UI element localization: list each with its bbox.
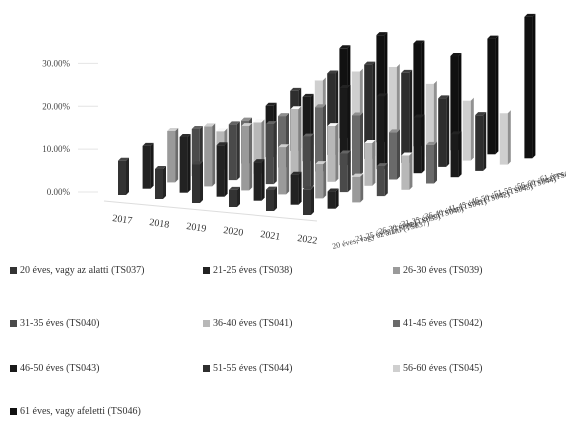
bar <box>499 110 511 165</box>
bar <box>290 171 302 205</box>
legend-label: 51-55 éves (TS044) <box>213 363 293 374</box>
legend-item: 56-60 éves (TS045) <box>393 363 563 375</box>
legend-label: 56-60 éves (TS045) <box>403 363 483 374</box>
bar <box>290 106 302 178</box>
legend-swatch <box>393 365 400 372</box>
bar <box>241 123 253 191</box>
legend-label: 36-40 éves (TS041) <box>213 318 293 329</box>
x-tick-label: 2019 <box>186 221 207 235</box>
legend-label: 41-45 éves (TS042) <box>403 318 483 329</box>
bar <box>302 133 314 189</box>
bar <box>425 80 437 157</box>
bar <box>118 157 129 195</box>
bar <box>192 161 203 203</box>
bar <box>389 129 400 180</box>
legend-item: 36-40 éves (TS041) <box>203 318 373 330</box>
legend-swatch <box>10 320 17 327</box>
bar <box>142 142 154 189</box>
floor-edge <box>103 200 318 222</box>
y-tick-label: 0.00% <box>47 187 71 197</box>
bar <box>364 61 376 159</box>
bar <box>315 161 327 199</box>
bar <box>228 121 240 181</box>
bar <box>401 152 413 190</box>
legend-swatch <box>393 320 400 327</box>
legend-swatch <box>203 320 210 327</box>
bar <box>303 186 314 215</box>
legend-item: 26-30 éves (TS039) <box>393 265 563 277</box>
bar <box>179 133 191 193</box>
bar <box>266 186 277 211</box>
bar <box>450 131 462 178</box>
x-tick-label: 2021 <box>260 229 281 243</box>
bar <box>376 93 388 170</box>
legend-label: 31-35 éves (TS040) <box>20 318 100 329</box>
legend-label: 26-30 éves (TS039) <box>403 265 483 276</box>
bar <box>352 112 363 176</box>
legend-item: 31-35 éves (TS040) <box>10 318 180 330</box>
bar <box>327 188 339 209</box>
bar <box>253 159 265 201</box>
legend-swatch <box>203 365 210 372</box>
bar <box>155 166 166 199</box>
bar <box>167 127 179 183</box>
legend-item: 20 éves, vagy az alatti (TS037) <box>10 265 180 277</box>
x-tick-label: 2018 <box>149 217 170 231</box>
bar <box>376 163 388 197</box>
bar <box>339 85 351 166</box>
legend-label: 46-50 éves (TS043) <box>20 363 100 374</box>
bar <box>401 69 413 163</box>
legend-swatch <box>10 408 17 415</box>
bar <box>278 144 290 195</box>
bar <box>327 123 339 182</box>
bar <box>487 35 499 155</box>
legend-label: 21-25 éves (TS038) <box>213 265 293 276</box>
bar <box>364 139 376 186</box>
legend: 20 éves, vagy az alatti (TS037) 21-25 éve… <box>0 265 566 445</box>
bar <box>204 123 216 187</box>
legend-swatch <box>393 267 400 274</box>
legend-item: 61 éves, vagy afeletti (TS046) <box>10 406 180 418</box>
bar <box>216 142 228 197</box>
plot-area: 0.00% 10.00% 20.00% 30.00% 2017 2018 2019 2020 2… <box>42 13 566 250</box>
x-tick-label: 2017 <box>112 213 133 227</box>
bar <box>475 112 487 171</box>
bar <box>524 13 536 159</box>
bar <box>438 95 450 167</box>
bar <box>462 97 474 161</box>
legend-item: 46-50 éves (TS043) <box>10 363 180 375</box>
x-tick-label: 2020 <box>223 225 244 239</box>
legend-item: 51-55 éves (TS044) <box>203 363 373 375</box>
legend-label: 61 éves, vagy afeletti (TS046) <box>20 406 141 417</box>
bar <box>315 104 326 172</box>
bar <box>426 141 437 184</box>
legend-swatch <box>10 365 17 372</box>
bar <box>413 114 425 174</box>
legend-item: 21-25 éves (TS038) <box>203 265 373 277</box>
legend-swatch <box>203 267 210 274</box>
y-tick-label: 10.00% <box>42 144 70 154</box>
legend-swatch <box>10 267 17 274</box>
y-tick-label: 30.00% <box>42 58 70 68</box>
bar <box>450 53 462 151</box>
bar <box>352 173 364 203</box>
bar <box>339 150 351 193</box>
x-tick-label: 2022 <box>297 233 318 247</box>
legend-label: 20 éves, vagy az alatti (TS037) <box>20 265 145 276</box>
bar <box>265 121 277 185</box>
bar <box>229 186 240 207</box>
y-tick-label: 20.00% <box>42 101 70 111</box>
legend-item: 41-45 éves (TS042) <box>393 318 563 330</box>
